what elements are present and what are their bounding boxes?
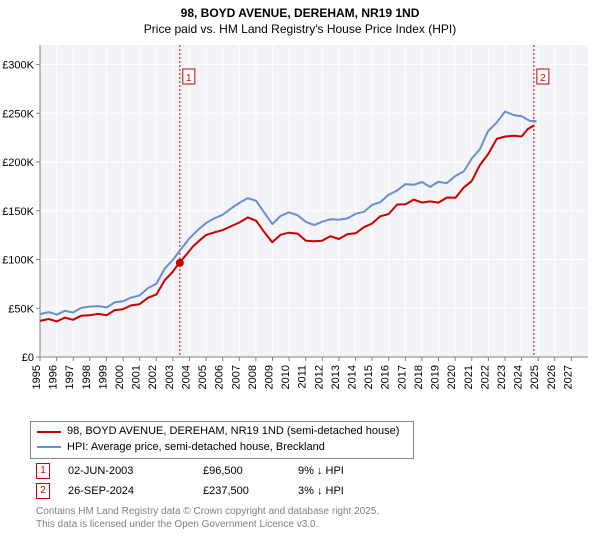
footer-line1: Contains HM Land Registry data © Crown c…: [36, 505, 600, 518]
y-tick-label: £50K: [8, 303, 34, 315]
chart-title-line2: Price paid vs. HM Land Registry's House …: [0, 22, 600, 38]
legend-item: 98, BOYD AVENUE, DEREHAM, NR19 1ND (semi…: [37, 424, 407, 439]
x-tick-label: 2016: [380, 365, 392, 389]
y-tick-label: £200K: [2, 157, 34, 169]
sale-marker-icon: 2: [36, 483, 50, 499]
sale-row: 2 26-SEP-2024£237,5003% ↓ HPI: [36, 483, 600, 499]
marker-flag: 1: [186, 73, 192, 84]
x-tick-label: 2001: [131, 365, 143, 389]
sale-price: £237,500: [203, 485, 298, 497]
sale-vs-hpi: 3% ↓ HPI: [298, 485, 378, 497]
legend-line-icon: [37, 446, 61, 448]
y-tick-label: £250K: [2, 108, 34, 120]
sale-date: 26-SEP-2024: [68, 485, 203, 497]
x-tick-label: 2009: [263, 365, 275, 389]
footer-line2: This data is licensed under the Open Gov…: [36, 518, 600, 531]
x-tick-label: 2011: [297, 365, 309, 389]
x-tick-label: 2014: [347, 365, 359, 389]
x-tick-label: 2015: [363, 365, 375, 389]
sale-date: 02-JUN-2003: [68, 465, 203, 477]
x-tick-label: 2020: [446, 365, 458, 389]
chart-title-line1: 98, BOYD AVENUE, DEREHAM, NR19 1ND: [0, 0, 600, 22]
y-tick-label: £100K: [2, 255, 34, 267]
x-tick-label: 2027: [562, 365, 574, 389]
x-tick-label: 2024: [513, 365, 525, 389]
x-tick-label: 1995: [31, 365, 43, 389]
x-tick-label: 2017: [396, 365, 408, 389]
x-tick-label: 1999: [97, 365, 109, 389]
price-chart: £0 £50K £100K £150K £200K £250K £300K 1995 1996 1…: [0, 37, 600, 417]
x-tick-label: 2013: [330, 365, 342, 389]
x-tick-label: 2019: [430, 365, 442, 389]
x-tick-label: 2025: [529, 365, 541, 389]
x-tick-label: 2007: [230, 365, 242, 389]
legend-item: HPI: Average price, semi-detached house,…: [37, 440, 407, 455]
x-tick-label: 2018: [413, 365, 425, 389]
y-tick-label: £150K: [2, 206, 34, 218]
x-tick-label: 2000: [114, 365, 126, 389]
x-tick-label: 1997: [64, 365, 76, 389]
x-tick-label: 1996: [48, 365, 60, 389]
legend-label: HPI: Average price, semi-detached house,…: [67, 440, 325, 455]
footer: Contains HM Land Registry data © Crown c…: [36, 505, 600, 531]
sale-marker-icon: 1: [36, 463, 50, 479]
legend-line-icon: [37, 431, 61, 433]
x-tick-label: 2012: [313, 365, 325, 389]
x-tick-label: 2026: [546, 365, 558, 389]
x-tick-label: 2023: [496, 365, 508, 389]
x-tick-label: 2005: [197, 365, 209, 389]
x-tick-label: 2008: [247, 365, 259, 389]
sale-vs-hpi: 9% ↓ HPI: [298, 465, 378, 477]
x-tick-label: 1998: [81, 365, 93, 389]
x-tick-label: 2010: [280, 365, 292, 389]
y-tick-label: £0: [22, 352, 34, 364]
legend: 98, BOYD AVENUE, DEREHAM, NR19 1ND (semi…: [30, 421, 600, 459]
x-tick-label: 2002: [147, 365, 159, 389]
x-tick-label: 2003: [164, 365, 176, 389]
y-tick-label: £300K: [2, 60, 34, 72]
x-tick-label: 2022: [479, 365, 491, 389]
x-tick-label: 2006: [214, 365, 226, 389]
x-tick-label: 2021: [463, 365, 475, 389]
sale-price: £96,500: [203, 465, 298, 477]
marker-flag: 2: [540, 73, 546, 84]
x-tick-label: 2004: [180, 365, 192, 389]
legend-label: 98, BOYD AVENUE, DEREHAM, NR19 1ND (semi…: [67, 424, 399, 439]
sale-row: 1 02-JUN-2003£96,5009% ↓ HPI: [36, 463, 600, 479]
